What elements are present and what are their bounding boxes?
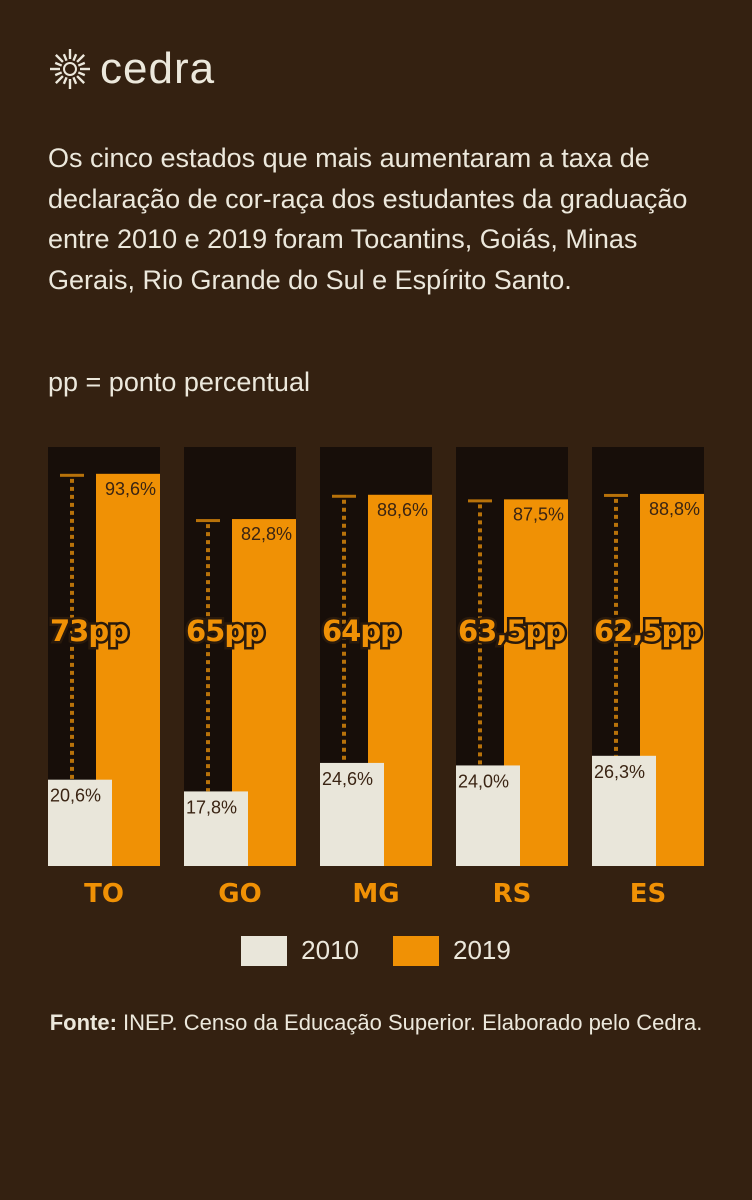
source: Fonte: INEP. Censo da Educação Superior.… bbox=[40, 1008, 712, 1037]
sun-ray bbox=[54, 61, 63, 67]
bar-group-to: 93,6% 20,6% 73pp TO bbox=[48, 447, 160, 909]
legend-label-2010: 2010 bbox=[301, 935, 359, 965]
value-label-2010: 20,6% bbox=[50, 786, 101, 806]
sun-ray bbox=[55, 75, 64, 84]
value-label-2010: 26,3% bbox=[594, 762, 645, 782]
difference-label: 65pp bbox=[186, 614, 264, 648]
source-label: Fonte: bbox=[49, 1010, 117, 1035]
bar-chart: 93,6% 20,6% 73pp TO 82,8% 17,8% 65pp GO 88,6% 24,… bbox=[48, 447, 705, 909]
category-label: MG bbox=[352, 879, 399, 909]
note: pp = ponto percentual bbox=[48, 367, 310, 397]
sun-ray bbox=[62, 76, 68, 85]
sun-ray bbox=[77, 71, 86, 77]
category-label: TO bbox=[84, 879, 124, 909]
difference-label: 62,5pp bbox=[594, 614, 701, 648]
brand-name: cedra bbox=[100, 44, 216, 93]
sun-ray bbox=[54, 71, 63, 77]
sun-ray bbox=[72, 53, 78, 62]
category-label: GO bbox=[218, 879, 261, 909]
bar-group-rs: 87,5% 24,0% 63,5pp RS bbox=[456, 447, 569, 909]
bar-group-mg: 88,6% 24,6% 64pp MG bbox=[320, 447, 432, 909]
sun-icon bbox=[50, 49, 90, 89]
bar-group-go: 82,8% 17,8% 65pp GO bbox=[184, 447, 296, 909]
category-label: RS bbox=[493, 879, 532, 909]
bar-2010 bbox=[320, 762, 384, 866]
source-text: INEP. Censo da Educação Superior. Elabor… bbox=[116, 1010, 703, 1035]
bar-2010 bbox=[456, 765, 520, 866]
difference-label: 73pp bbox=[50, 614, 128, 648]
bar-2010 bbox=[592, 755, 656, 866]
description: Os cinco estados que mais aumentaram a t… bbox=[48, 143, 688, 295]
difference-cap bbox=[604, 493, 628, 497]
value-label-2010: 17,8% bbox=[186, 797, 237, 817]
value-label-2019: 93,6% bbox=[105, 479, 156, 499]
difference-cap bbox=[332, 494, 356, 498]
category-label: ES bbox=[630, 879, 667, 909]
legend: 2010 2019 bbox=[0, 935, 752, 966]
legend-item-2019: 2019 bbox=[393, 935, 511, 966]
sun-ray bbox=[76, 54, 85, 63]
value-label-2010: 24,0% bbox=[458, 771, 509, 791]
sun-ray bbox=[77, 61, 86, 67]
value-label-2010: 24,6% bbox=[322, 769, 373, 789]
value-label-2019: 88,8% bbox=[649, 499, 700, 519]
difference-label: 64pp bbox=[322, 614, 400, 648]
cedra-logo: cedra bbox=[48, 44, 215, 94]
difference-cap bbox=[60, 473, 84, 477]
sun-ray bbox=[76, 75, 85, 84]
value-label-2019: 88,6% bbox=[377, 500, 428, 520]
sun-ray bbox=[55, 54, 64, 63]
bar-2010 bbox=[184, 791, 248, 866]
sun-core bbox=[63, 62, 77, 76]
legend-item-2010: 2010 bbox=[241, 935, 359, 966]
value-label-2019: 87,5% bbox=[513, 504, 564, 524]
legend-swatch-2010 bbox=[241, 935, 288, 966]
difference-cap bbox=[196, 519, 220, 523]
bar-2010 bbox=[48, 779, 112, 866]
legend-swatch-2019 bbox=[393, 935, 439, 966]
sun-ray bbox=[72, 76, 78, 85]
sun-ray bbox=[62, 53, 68, 62]
value-label-2019: 82,8% bbox=[241, 524, 292, 544]
legend-label-2019: 2019 bbox=[453, 935, 511, 965]
bar-group-es: 88,8% 26,3% 62,5pp ES bbox=[592, 447, 705, 909]
difference-label: 63,5pp bbox=[458, 614, 565, 648]
difference-cap bbox=[468, 499, 492, 503]
